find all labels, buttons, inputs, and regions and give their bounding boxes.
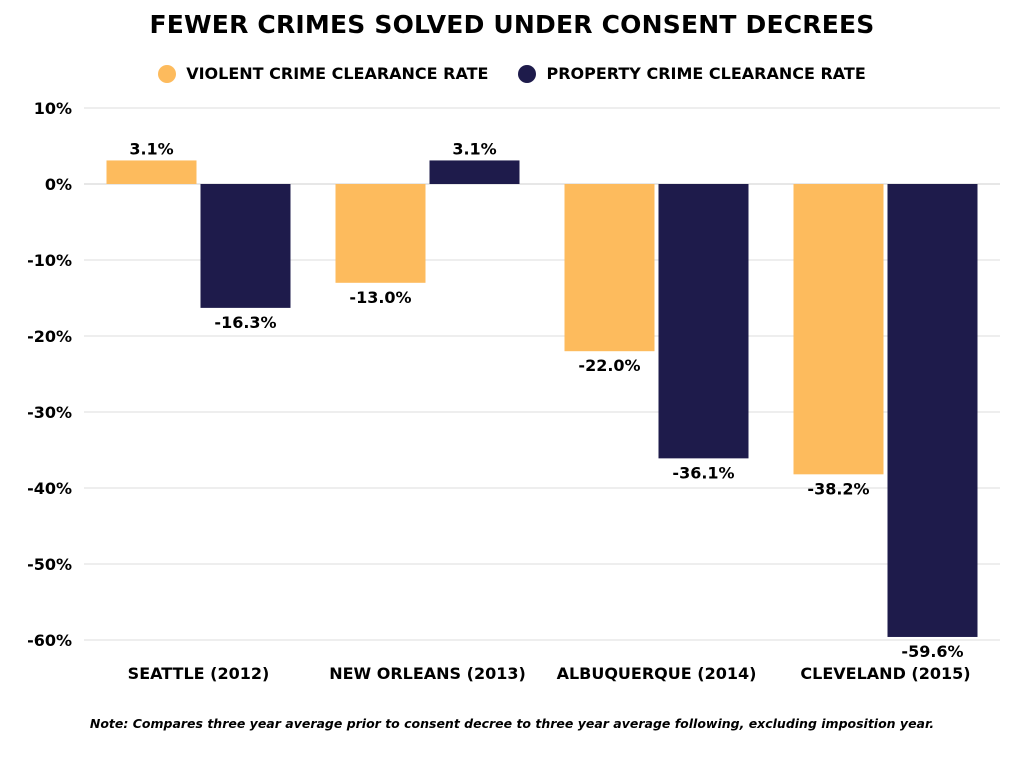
bar — [658, 184, 749, 459]
data-label: -59.6% — [901, 642, 963, 661]
legend-label-violent: VIOLENT CRIME CLEARANCE RATE — [186, 64, 489, 83]
y-tick-label: -30% — [27, 403, 72, 422]
y-tick-label: -60% — [27, 631, 72, 650]
data-label: -13.0% — [349, 288, 411, 307]
bar — [564, 184, 655, 352]
chart-title: FEWER CRIMES SOLVED UNDER CONSENT DECREE… — [149, 10, 875, 39]
bar — [106, 160, 197, 184]
y-tick-label: -50% — [27, 555, 72, 574]
bar — [793, 184, 884, 475]
data-label: -22.0% — [578, 356, 640, 375]
x-tick-label: CLEVELAND (2015) — [800, 664, 970, 683]
chart-legend: VIOLENT CRIME CLEARANCE RATE PROPERTY CR… — [0, 64, 1024, 83]
data-label: -36.1% — [672, 463, 734, 482]
data-label: 3.1% — [129, 139, 173, 158]
bar — [200, 184, 291, 308]
y-tick-label: 0% — [45, 175, 72, 194]
data-label: -38.2% — [807, 479, 869, 498]
y-tick-label: -20% — [27, 327, 72, 346]
y-tick-label: 10% — [34, 99, 72, 118]
bar — [887, 184, 978, 637]
chart-note: Note: Compares three year average prior … — [89, 716, 935, 731]
legend-label-property: PROPERTY CRIME CLEARANCE RATE — [546, 64, 866, 83]
data-label: -16.3% — [214, 313, 276, 332]
legend-swatch-property — [518, 64, 537, 83]
x-tick-label: NEW ORLEANS (2013) — [329, 664, 526, 683]
x-tick-label: SEATTLE (2012) — [128, 664, 270, 683]
y-tick-label: -40% — [27, 479, 72, 498]
x-tick-label: ALBUQUERQUE (2014) — [557, 664, 757, 683]
legend-swatch-violent — [158, 64, 177, 83]
data-label: 3.1% — [452, 139, 496, 158]
bar — [429, 160, 520, 184]
legend-item-property: PROPERTY CRIME CLEARANCE RATE — [518, 64, 866, 83]
bar — [335, 184, 426, 283]
legend-item-violent: VIOLENT CRIME CLEARANCE RATE — [158, 64, 488, 83]
y-tick-label: -10% — [27, 251, 72, 270]
